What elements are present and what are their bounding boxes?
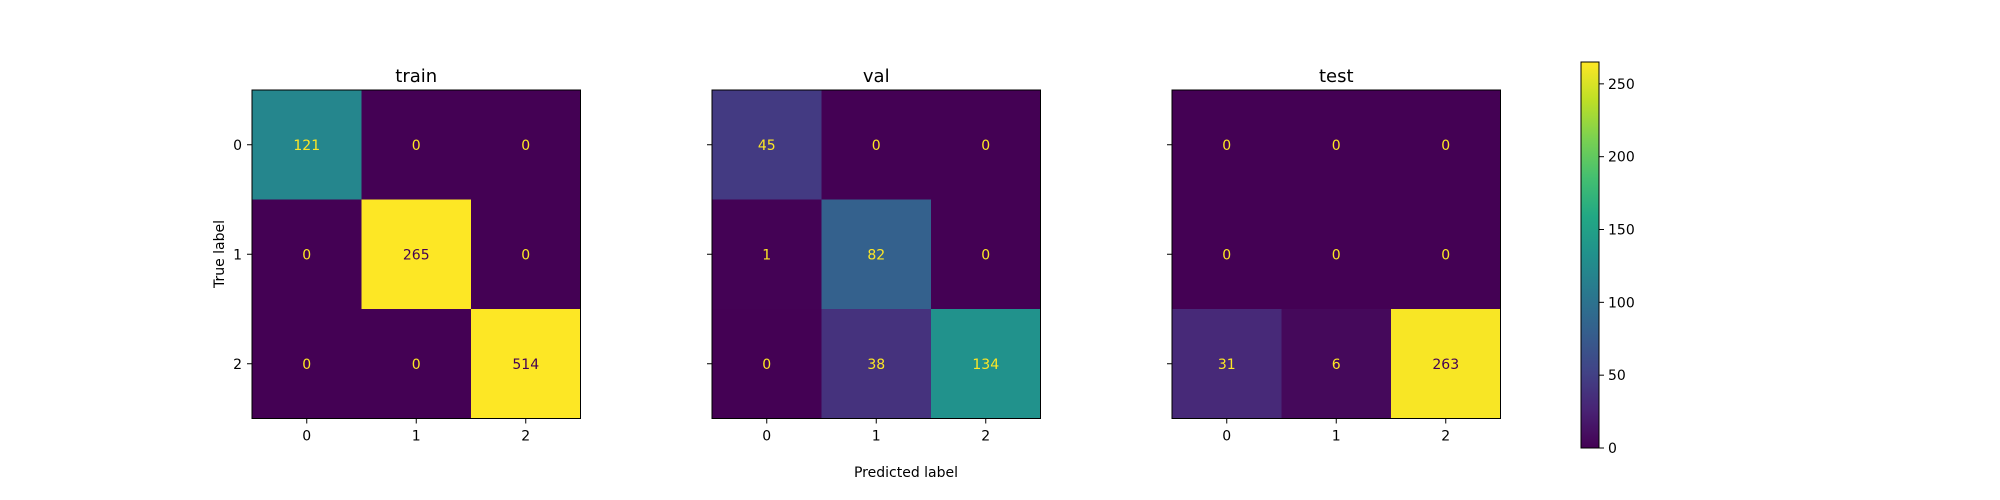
matrix-cell <box>1281 199 1392 310</box>
x-tick-label: 2 <box>981 429 990 445</box>
matrix-cell <box>471 199 581 310</box>
colorbar-tick-label: 150 <box>1608 223 1635 239</box>
matrix-cell <box>931 309 1041 419</box>
cell-value: 0 <box>412 357 421 373</box>
x-tick-label: 2 <box>1441 429 1450 445</box>
matrix-cell <box>821 199 932 310</box>
x-tick-label: 1 <box>1332 429 1341 445</box>
cell-value: 45 <box>758 138 776 154</box>
matrix-cell <box>1281 309 1392 419</box>
matrix-cell <box>931 90 1041 200</box>
matrix-cell <box>1281 90 1392 200</box>
cell-value: 0 <box>872 138 881 154</box>
y-tick-label: 0 <box>233 138 242 154</box>
colorbar-tick-label: 50 <box>1608 368 1626 384</box>
colorbar-tick-label: 100 <box>1608 295 1635 311</box>
matrix-cell <box>1172 90 1282 200</box>
panel-test: test 0 0 0 0 0 0 31 6 263 0 1 2 <box>1167 66 1501 445</box>
panel-title: train <box>395 66 437 87</box>
matrix-cell <box>712 309 822 419</box>
cell-value: 38 <box>867 357 885 373</box>
cell-value: 121 <box>293 138 320 154</box>
matrix-cell <box>821 309 932 419</box>
matrix-cell <box>712 199 822 310</box>
cell-value: 0 <box>981 138 990 154</box>
panel-val: val 45 0 0 1 82 0 0 38 134 0 1 2 <box>707 66 1041 445</box>
cell-value: 6 <box>1332 357 1341 373</box>
colorbar-bar <box>1580 61 1600 449</box>
matrix-cell <box>1391 309 1501 419</box>
cell-value: 0 <box>521 138 530 154</box>
cell-value: 31 <box>1218 357 1236 373</box>
matrix-cell <box>361 309 472 419</box>
cell-value: 263 <box>1432 357 1459 373</box>
cell-value: 0 <box>412 138 421 154</box>
x-tick-label: 2 <box>521 429 530 445</box>
y-axis-label: True label <box>212 220 228 289</box>
cell-value: 514 <box>512 357 539 373</box>
y-tick-label: 1 <box>233 247 242 263</box>
colorbar-tick-label: 250 <box>1608 77 1635 93</box>
y-tick-label: 2 <box>233 357 242 373</box>
cell-value: 0 <box>1332 247 1341 263</box>
panel-train: train 121 0 0 0 265 0 0 0 514 0 1 2 0 1 2 <box>233 66 581 445</box>
x-tick-label: 0 <box>1222 429 1231 445</box>
colorbar-tick-label: 200 <box>1608 150 1635 166</box>
colorbar-tick-label: 0 <box>1608 441 1617 457</box>
cell-value: 0 <box>1222 138 1231 154</box>
cell-value: 0 <box>1222 247 1231 263</box>
cell-value: 0 <box>1441 247 1450 263</box>
cell-value: 134 <box>972 357 999 373</box>
matrix-cell <box>1172 199 1282 310</box>
matrix-cell <box>712 90 822 200</box>
cell-value: 0 <box>981 247 990 263</box>
matrix-cell <box>252 309 362 419</box>
matrix-cell <box>931 199 1041 310</box>
matrix-cell <box>471 309 581 419</box>
matrix-cell <box>361 199 472 310</box>
cell-value: 265 <box>403 247 430 263</box>
cell-value: 0 <box>1441 138 1450 154</box>
x-tick-label: 0 <box>302 429 311 445</box>
cell-value: 82 <box>867 247 885 263</box>
matrix-cell <box>471 90 581 200</box>
cell-value: 0 <box>302 357 311 373</box>
x-axis-label: Predicted label <box>854 465 958 481</box>
cell-value: 0 <box>762 357 771 373</box>
cell-value: 0 <box>1332 138 1341 154</box>
matrix-cell <box>252 90 362 200</box>
matrix-cell <box>361 90 472 200</box>
colorbar: 0 50 100 150 200 250 <box>1580 61 1635 457</box>
cell-value: 1 <box>762 247 771 263</box>
x-tick-label: 0 <box>762 429 771 445</box>
x-tick-label: 1 <box>872 429 881 445</box>
panel-title: test <box>1319 66 1354 87</box>
panel-title: val <box>863 66 890 87</box>
matrix-cell <box>821 90 932 200</box>
matrix-cell <box>252 199 362 310</box>
matrix-cell <box>1391 199 1501 310</box>
cell-value: 0 <box>302 247 311 263</box>
cell-value: 0 <box>521 247 530 263</box>
matrix-cell <box>1172 309 1282 419</box>
x-tick-label: 1 <box>412 429 421 445</box>
matrix-cell <box>1391 90 1501 200</box>
